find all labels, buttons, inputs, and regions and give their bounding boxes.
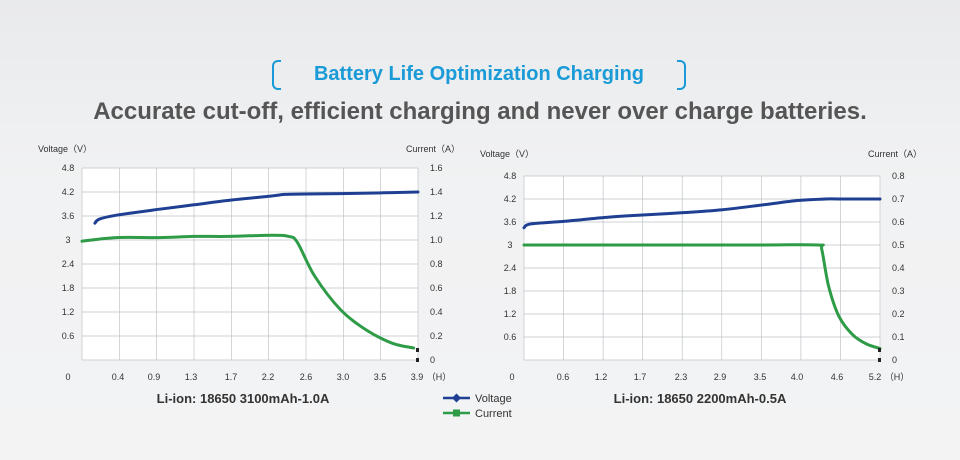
- x-tick-label: 0.6: [557, 372, 570, 382]
- x-tick-label: 4.0: [791, 372, 804, 382]
- y-tick-label: 1.2: [504, 309, 517, 319]
- badge-title: Battery Life Optimization Charging: [313, 63, 645, 85]
- x-tick-label: 0: [509, 372, 514, 382]
- y-tick-label: 2.4: [504, 263, 517, 273]
- series-line-voltage: [522, 197, 882, 230]
- legend-label: Current: [475, 408, 512, 420]
- x-tick-label: 3.5: [374, 372, 387, 382]
- title-badge: Battery Life Optimization Charging: [272, 58, 686, 90]
- y-tick-label: 1.2: [62, 307, 75, 317]
- y2-tick-label: 1.4: [430, 187, 443, 197]
- x-tick-label: 1.2: [595, 372, 608, 382]
- x-unit-label: （H）: [885, 372, 910, 382]
- y-tick-label: 3: [65, 235, 70, 245]
- y2-tick-label: 0: [892, 355, 897, 365]
- y2-tick-label: 0.2: [892, 309, 905, 319]
- x-tick-label: 4.6: [831, 372, 844, 382]
- x-tick-label: 3.5: [754, 372, 767, 382]
- series-line-voltage: [93, 190, 420, 225]
- diamond-marker-icon: [452, 393, 461, 403]
- x-tick-label: 0: [65, 372, 70, 382]
- grid: [523, 175, 881, 361]
- x-tick-label: 2.3: [675, 372, 688, 382]
- x-tick-label: 1.7: [225, 372, 238, 382]
- series-line-current: [80, 233, 416, 350]
- right-bracket: [677, 60, 686, 90]
- cutoff-marker: [416, 348, 419, 352]
- y2-tick-label: 0.1: [892, 332, 905, 342]
- y2-tick-label: 0.4: [892, 263, 905, 273]
- cutoff-marker: [878, 348, 881, 352]
- x-tick-label: 3.0: [337, 372, 350, 382]
- y2-tick-label: 0.2: [430, 331, 443, 341]
- x-tick-label: 1.3: [185, 372, 198, 382]
- y-tick-label: 0.6: [504, 332, 517, 342]
- legend-label: Voltage: [475, 393, 512, 405]
- y2-tick-label: 0.8: [430, 259, 443, 269]
- y2-tick-label: 0.3: [892, 286, 905, 296]
- y-tick-label: 1.8: [62, 283, 75, 293]
- x-tick-label: 0.4: [112, 372, 125, 382]
- chart-2: Voltage（V） Current（A） 4.8 4.2 3.6 3 2.4 1.8 1.2 0…: [480, 149, 922, 406]
- x-tick-label: 2.6: [300, 372, 313, 382]
- y2-tick-label: 1.2: [430, 211, 443, 221]
- y2-tick-label: 0.4: [430, 307, 443, 317]
- y2-axis-label: Current（A）: [406, 144, 460, 154]
- y-axis-label: Voltage（V）: [38, 144, 92, 154]
- y2-tick-label: 0: [430, 355, 435, 365]
- y2-tick-label: 0.7: [892, 194, 905, 204]
- y-axis-label: Voltage（V）: [480, 149, 534, 159]
- cutoff-marker: [878, 358, 881, 362]
- x-tick-label: 2.2: [262, 372, 275, 382]
- legend: Voltage Current: [443, 393, 512, 420]
- chart-caption: Li-ion: 18650 2200mAh-0.5A: [614, 391, 787, 406]
- legend-item-current: Current: [443, 408, 512, 420]
- y-tick-label: 1.8: [504, 286, 517, 296]
- y2-tick-label: 0.5: [892, 240, 905, 250]
- x-tick-label: 3.9: [411, 372, 424, 382]
- y-tick-label: 0.6: [62, 331, 75, 341]
- x-tick-label: 0.9: [148, 372, 161, 382]
- chart-1: Voltage（V） Current（A） 4.8 4.2 3.6 3 2.4 1.8 1.2 0…: [38, 144, 460, 406]
- left-bracket: [272, 60, 281, 90]
- legend-item-voltage: Voltage: [443, 393, 512, 405]
- x-tick-label: 5.2: [869, 372, 882, 382]
- cutoff-marker: [416, 358, 419, 362]
- y2-tick-label: 0.6: [892, 217, 905, 227]
- y-tick-label: 2.4: [62, 259, 75, 269]
- x-tick-label: 2.9: [714, 372, 727, 382]
- x-unit-label: （H）: [427, 372, 452, 382]
- x-tick-label: 1.7: [634, 372, 647, 382]
- y2-tick-label: 0.6: [430, 283, 443, 293]
- square-marker-icon: [453, 409, 460, 417]
- y-tick-label: 4.8: [504, 171, 517, 181]
- y-tick-label: 3.6: [504, 217, 517, 227]
- y-tick-label: 4.2: [504, 194, 517, 204]
- header: Battery Life Optimization Charging Accur…: [0, 0, 960, 140]
- series-line-current: [522, 243, 882, 350]
- y-tick-label: 3: [507, 240, 512, 250]
- y-tick-label: 3.6: [62, 211, 75, 221]
- y-tick-label: 4.2: [62, 187, 75, 197]
- y-tick-label: 4.8: [62, 163, 75, 173]
- y2-tick-label: 1.0: [430, 235, 443, 245]
- subtitle: Accurate cut-off, efficient charging and…: [93, 98, 867, 125]
- y2-tick-label: 0.8: [892, 171, 905, 181]
- y2-tick-label: 1.6: [430, 163, 443, 173]
- y2-axis-label: Current（A）: [868, 149, 922, 159]
- chart-caption: Li-ion: 18650 3100mAh-1.0A: [157, 391, 330, 406]
